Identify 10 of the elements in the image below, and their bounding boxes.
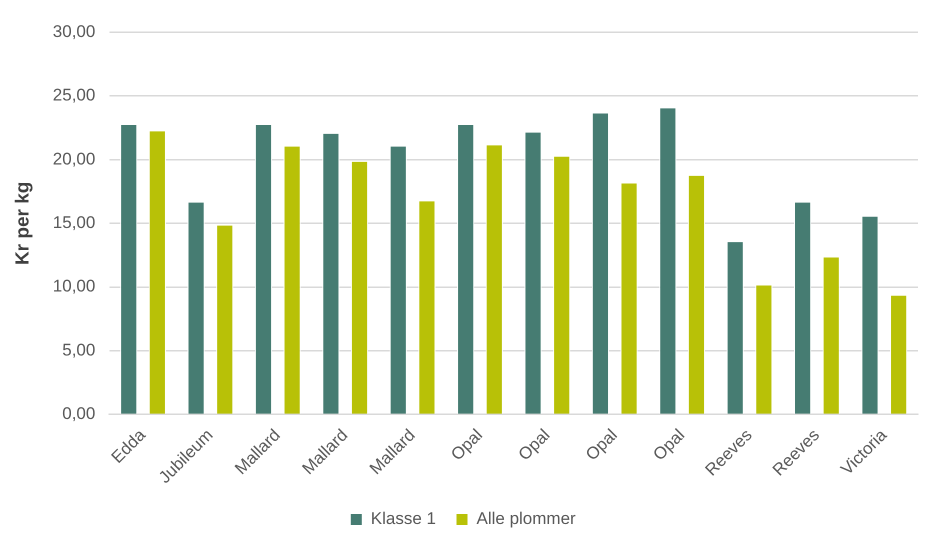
legend-label: Klasse 1 bbox=[370, 509, 436, 528]
y-tick-label: 5,00 bbox=[62, 340, 96, 360]
y-tick-label: 20,00 bbox=[52, 149, 96, 168]
y-tick-label: 10,00 bbox=[52, 276, 96, 296]
y-axis-title: Kr per kg bbox=[12, 182, 34, 266]
legend-label: Alle plommer bbox=[476, 509, 576, 528]
y-tick-label: 15,00 bbox=[52, 213, 96, 232]
y-tick-label: 0,00 bbox=[62, 404, 96, 424]
y-tick-label: 25,00 bbox=[52, 86, 96, 105]
y-tick-label: 30,00 bbox=[52, 22, 96, 41]
